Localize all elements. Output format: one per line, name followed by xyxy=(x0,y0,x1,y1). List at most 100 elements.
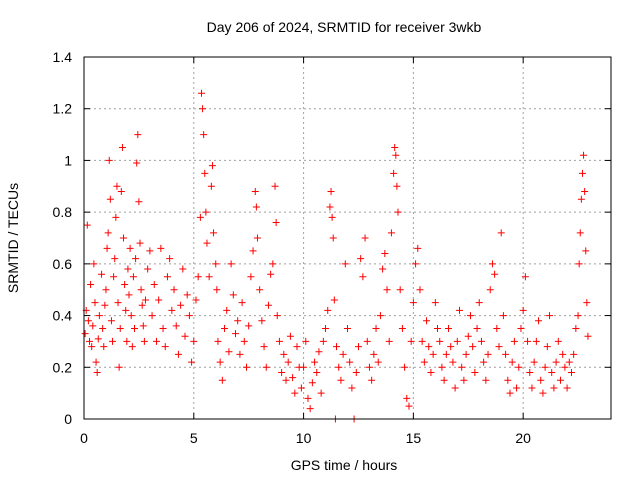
data-point xyxy=(311,358,319,366)
data-point xyxy=(502,350,510,358)
data-point xyxy=(137,286,145,294)
data-point xyxy=(497,229,505,237)
data-point xyxy=(306,405,314,413)
data-point xyxy=(581,187,589,195)
data-point xyxy=(434,325,442,332)
data-point xyxy=(396,286,404,294)
data-point xyxy=(348,384,356,392)
y-tick-labels: 0 0.2 0.4 0.6 0.8 1 1.2 1.4 xyxy=(53,49,73,427)
data-point xyxy=(460,376,468,384)
data-point xyxy=(324,306,332,314)
data-point xyxy=(92,358,100,366)
data-point xyxy=(429,350,437,358)
data-point xyxy=(136,239,144,247)
data-point xyxy=(572,325,580,332)
data-point xyxy=(390,169,398,177)
data-point xyxy=(561,363,569,371)
data-point xyxy=(484,350,492,358)
data-point xyxy=(368,376,376,384)
data-point xyxy=(161,343,169,351)
data-point xyxy=(302,337,310,345)
data-point xyxy=(526,368,534,376)
data-point xyxy=(133,159,141,167)
data-point xyxy=(480,358,488,366)
data-point xyxy=(199,105,207,113)
data-point xyxy=(103,244,111,252)
data-point xyxy=(227,260,235,268)
data-point xyxy=(93,368,101,376)
data-point xyxy=(221,325,229,332)
data-point xyxy=(216,358,224,366)
data-point xyxy=(466,312,474,320)
data-point xyxy=(453,337,461,345)
data-point xyxy=(431,299,439,307)
data-point xyxy=(106,195,114,203)
data-point xyxy=(291,389,299,397)
data-point xyxy=(451,384,459,392)
data-point xyxy=(120,234,128,242)
data-point xyxy=(105,156,113,164)
data-point xyxy=(418,337,426,345)
data-point xyxy=(455,306,463,314)
data-point xyxy=(109,337,117,345)
axis-ticks xyxy=(83,56,611,420)
y-tick-label: 0.8 xyxy=(53,204,73,220)
data-point xyxy=(543,343,551,351)
data-point xyxy=(117,187,125,195)
data-point xyxy=(99,325,107,332)
data-point xyxy=(116,325,124,332)
x-tick-label: 10 xyxy=(296,430,312,446)
data-point xyxy=(504,376,512,384)
data-point xyxy=(138,301,146,309)
data-point xyxy=(420,358,428,366)
data-point xyxy=(139,322,147,330)
data-point xyxy=(183,291,191,299)
data-point xyxy=(271,182,279,190)
data-point xyxy=(144,265,152,273)
data-point xyxy=(208,162,216,170)
data-point xyxy=(582,247,590,255)
y-tick-label: 0.2 xyxy=(53,359,73,375)
x-tick-labels: 0 5 10 15 20 xyxy=(80,430,531,446)
data-point xyxy=(225,348,233,356)
data-point xyxy=(398,325,406,332)
data-point xyxy=(282,376,290,384)
data-point xyxy=(104,229,112,237)
data-point xyxy=(177,301,185,309)
data-point xyxy=(118,144,126,151)
data-point xyxy=(458,363,466,371)
data-point xyxy=(584,332,592,340)
data-point xyxy=(491,270,499,278)
data-point xyxy=(436,337,444,345)
data-point xyxy=(218,376,226,384)
data-point xyxy=(462,350,470,358)
data-point xyxy=(495,343,503,351)
data-point xyxy=(425,343,433,351)
data-point xyxy=(94,335,102,343)
data-point xyxy=(166,255,174,263)
data-point xyxy=(414,244,422,252)
x-tick-label: 0 xyxy=(80,430,88,446)
data-point xyxy=(238,299,246,307)
data-point xyxy=(264,301,272,309)
data-point xyxy=(297,384,305,392)
x-tick-label: 5 xyxy=(190,430,198,446)
data-point xyxy=(510,337,518,345)
data-point xyxy=(393,182,401,190)
data-point xyxy=(394,208,402,216)
data-point xyxy=(91,299,99,307)
data-point xyxy=(81,330,89,338)
data-point xyxy=(372,325,380,332)
data-point xyxy=(513,384,521,392)
data-point xyxy=(174,350,182,358)
plot-frame xyxy=(83,56,612,420)
data-point xyxy=(537,376,545,384)
data-point xyxy=(517,325,525,332)
data-point xyxy=(319,337,327,345)
data-point xyxy=(123,337,131,345)
data-point xyxy=(574,312,582,320)
data-point xyxy=(427,368,435,376)
data-point xyxy=(401,363,409,371)
data-point xyxy=(381,250,389,258)
data-point xyxy=(223,306,231,314)
